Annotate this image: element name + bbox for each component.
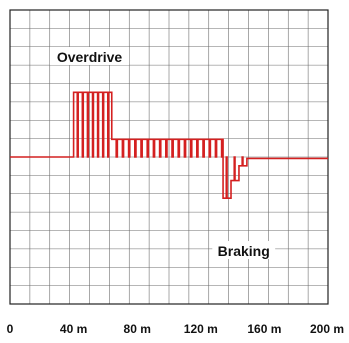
series-pulse (81, 92, 85, 158)
annotation-label: Braking (218, 243, 270, 259)
series-pulse (220, 139, 224, 158)
signal-series (10, 91, 328, 199)
series-pulse (202, 139, 205, 158)
series-pulse (196, 139, 199, 158)
series-pulse (115, 139, 119, 158)
series-pulse (86, 92, 90, 158)
series-pulse (96, 92, 100, 158)
series-pulse (208, 139, 212, 158)
x-tick-label: 80 m (124, 322, 151, 336)
series-pulse (189, 139, 193, 158)
x-tick-label: 40 m (60, 322, 87, 336)
series-pulse (233, 156, 236, 181)
annotation-label: Overdrive (57, 49, 123, 65)
x-tick-label: 0 (7, 322, 14, 336)
series-pulse (171, 139, 174, 158)
series-pulse (177, 139, 181, 158)
series-pulse (225, 156, 228, 199)
series-pulse (183, 139, 187, 158)
x-tick-label: 200 m (310, 322, 344, 336)
series-pulse (241, 156, 244, 166)
series-pulse (134, 139, 137, 158)
series-pulse (101, 92, 105, 158)
x-tick-label: 120 m (184, 322, 218, 336)
series-pulse (158, 139, 162, 158)
series-pulse (165, 139, 168, 158)
series-pulse (121, 139, 125, 158)
series-pulse (146, 139, 150, 158)
series-pulse (91, 92, 95, 158)
series-pulse (152, 139, 156, 158)
x-tick-label: 160 m (247, 322, 281, 336)
series-pulse (214, 139, 218, 158)
annotation-backdrop (212, 241, 276, 260)
series-pulse (106, 92, 110, 158)
series-pulse (140, 139, 143, 158)
annotations: Overdrive Braking (49, 46, 276, 260)
x-axis-tick-labels: 0 40 m 80 m 120 m 160 m 200 m (7, 322, 344, 336)
series-pulse (76, 92, 79, 158)
series-pulse (127, 139, 131, 158)
annotation-backdrop (49, 46, 130, 65)
